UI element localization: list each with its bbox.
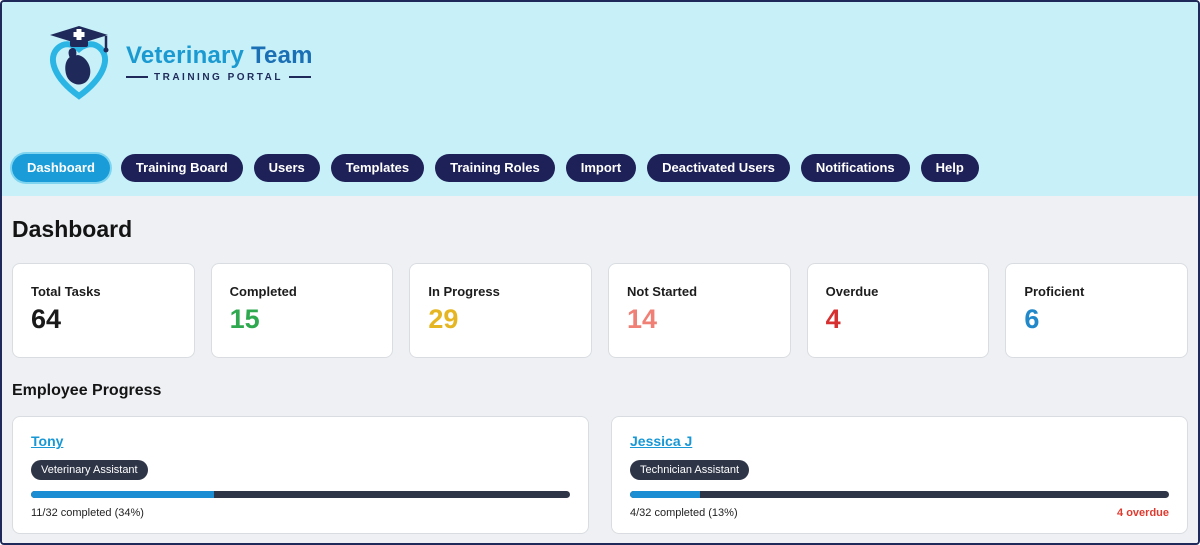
progress-bar — [630, 491, 1169, 499]
employee-name-link[interactable]: Tony — [31, 433, 64, 450]
stat-label: Completed — [229, 284, 297, 300]
nav-item-dashboard[interactable]: Dashboard — [12, 154, 110, 183]
nav-item-users[interactable]: Users — [253, 154, 320, 183]
employee-card: Tony Veterinary Assistant 11/32 complete… — [12, 416, 589, 535]
stat-value: 6 — [1024, 304, 1040, 335]
stat-value: 14 — [627, 304, 658, 335]
stat-value: 15 — [229, 304, 260, 335]
veterinary-logo-icon — [50, 26, 109, 100]
employees-grid: Tony Veterinary Assistant 11/32 complete… — [12, 416, 1188, 535]
stat-card-total-tasks: Total Tasks 64 — [12, 263, 195, 359]
logo-subtitle: TRAINING PORTAL — [126, 72, 313, 83]
stat-label: Not Started — [627, 284, 698, 300]
main-nav: Dashboard Training Board Users Templates… — [12, 154, 1188, 183]
stat-card-completed: Completed 15 — [210, 263, 394, 359]
overdue-text: 4 overdue — [1117, 507, 1169, 520]
role-badge: Technician Assistant — [630, 460, 750, 481]
nav-item-help[interactable]: Help — [920, 154, 979, 183]
employee-progress-title: Employee Progress — [12, 382, 162, 400]
stat-value: 4 — [825, 304, 841, 335]
logo-title-part1: Veterinary — [126, 41, 245, 69]
progress-bar-fill — [31, 491, 215, 499]
progress-meta: 4/32 completed (13%) 4 overdue — [630, 507, 1169, 519]
progress-meta: 11/32 completed (34%) — [31, 507, 570, 519]
stats-grid: Total Tasks 64 Completed 15 In Progress … — [12, 263, 1188, 359]
stat-card-in-progress: In Progress 29 — [409, 263, 592, 359]
logo-text: Veterinary Team TRAINING PORTAL — [126, 42, 313, 83]
nav-item-templates[interactable]: Templates — [330, 154, 425, 183]
stat-card-not-started: Not Started 14 — [608, 263, 791, 359]
stat-value: 29 — [428, 304, 459, 335]
logo-title: Veterinary Team — [126, 42, 313, 70]
nav-item-deactivated-users[interactable]: Deactivated Users — [647, 154, 790, 183]
employee-card: Jessica J Technician Assistant 4/32 comp… — [611, 416, 1188, 535]
logo: Veterinary Team TRAINING PORTAL — [12, 12, 1188, 108]
main-content: Dashboard Total Tasks 64 Completed 15 In… — [2, 196, 1198, 543]
stat-label: Proficient — [1024, 284, 1085, 300]
employee-name-link[interactable]: Jessica J — [630, 433, 693, 450]
progress-text: 4/32 completed (13%) — [630, 507, 738, 520]
progress-text: 11/32 completed (34%) — [31, 507, 144, 520]
progress-bar-fill — [630, 491, 701, 499]
nav-item-training-board[interactable]: Training Board — [120, 154, 243, 183]
stat-label: In Progress — [428, 284, 500, 300]
page-title: Dashboard — [12, 216, 133, 243]
logo-title-part2: Team — [250, 41, 313, 69]
nav-item-training-roles[interactable]: Training Roles — [435, 154, 555, 183]
stat-label: Overdue — [825, 284, 879, 300]
nav-item-notifications[interactable]: Notifications — [800, 154, 910, 183]
nav-item-import[interactable]: Import — [565, 154, 637, 183]
header: Veterinary Team TRAINING PORTAL Dashboar… — [2, 2, 1198, 197]
role-badge: Veterinary Assistant — [31, 460, 148, 481]
stat-card-proficient: Proficient 6 — [1005, 263, 1188, 359]
progress-bar — [31, 491, 570, 499]
stat-value: 64 — [31, 304, 62, 335]
stat-card-overdue: Overdue 4 — [806, 263, 990, 359]
stat-label: Total Tasks — [31, 284, 101, 300]
